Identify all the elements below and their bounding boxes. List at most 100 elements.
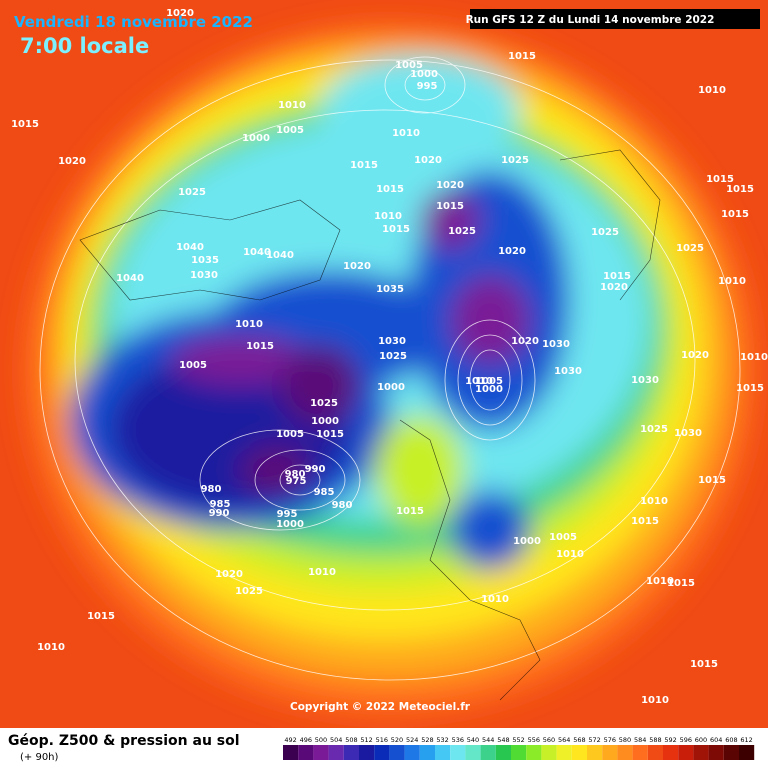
isobar-label: 985	[210, 499, 231, 510]
isobar-label: 1015	[396, 506, 424, 517]
isobar-label: 1025	[591, 227, 619, 238]
isobar-label: 1015	[382, 224, 410, 235]
isobar-label: 1010	[465, 376, 493, 387]
colorbar-cell	[708, 745, 724, 760]
colorbar-cell	[526, 745, 542, 760]
isobar-label: 1020	[166, 8, 194, 19]
isobar-label: 1015	[436, 201, 464, 212]
isobar-label: 995	[277, 509, 298, 520]
isobar-label: 980	[332, 500, 353, 511]
colorbar-label: 584	[634, 736, 646, 744]
isobar-label: 1010	[308, 567, 336, 578]
isobar-label: 1025	[235, 586, 263, 597]
colorbar-cell	[465, 745, 481, 760]
isobar-label: 1010	[556, 549, 584, 560]
isobar-label: 1000	[311, 416, 339, 427]
isobar-label: 990	[209, 508, 230, 519]
isobar-label: 980	[285, 469, 306, 480]
isobar-label: 1000	[513, 536, 541, 547]
colorbar-cell	[298, 745, 314, 760]
isobar-label: 1010	[698, 85, 726, 96]
colorbar-cell	[617, 745, 633, 760]
isobar-label: 1030	[378, 336, 406, 347]
isobar-label: 1015	[87, 611, 115, 622]
colorbar-cell	[389, 745, 405, 760]
colorbar-label: 556	[528, 736, 540, 744]
colorbar-cell	[678, 745, 694, 760]
colorbar-label: 552	[512, 736, 524, 744]
isobar-label: 1030	[674, 428, 702, 439]
isobar-labels: 1020101510201025104010351030104010401040…	[11, 8, 768, 706]
colorbar-cell	[435, 745, 451, 760]
isobar-label: 1005	[276, 429, 304, 440]
colorbar-cell	[602, 745, 618, 760]
isobar-label: 1025	[310, 398, 338, 409]
isobar-label: 1010	[718, 276, 746, 287]
isobar-label: 1040	[266, 250, 294, 261]
colorbar-label: 560	[543, 736, 555, 744]
colorbar-cell	[419, 745, 435, 760]
isobar-label: 1020	[511, 336, 539, 347]
colorbar-cell	[739, 745, 755, 760]
isobar-label: 1025	[676, 243, 704, 254]
run-box	[470, 9, 760, 29]
isobar-label: 1010	[481, 594, 509, 605]
colorbar-cell	[495, 745, 511, 760]
isobar-label: 1025	[501, 155, 529, 166]
date: Vendredi 18 novembre 2022	[14, 13, 253, 31]
isobar-label: 1015	[690, 659, 718, 670]
colorbar-label: 572	[588, 736, 600, 744]
isobar-label: 1015	[508, 51, 536, 62]
isobar-label: 1010	[641, 695, 669, 706]
colorbar-label: 496	[300, 736, 312, 744]
colorbar-label: 608	[725, 736, 737, 744]
colorbar-cell	[343, 745, 359, 760]
colorbar-label: 588	[649, 736, 661, 744]
isobar-label: 1005	[549, 532, 577, 543]
colorbar-label: 516	[376, 736, 388, 744]
colorbar-label: 592	[664, 736, 676, 744]
isobar-label: 1000	[276, 519, 304, 530]
colorbar-label: 540	[467, 736, 479, 744]
colorbar-label: 596	[680, 736, 692, 744]
isobar-label: 1020	[343, 261, 371, 272]
colorbar-cell	[359, 745, 375, 760]
isobar-label: 1015	[721, 209, 749, 220]
colorbar-label: 544	[482, 736, 494, 744]
colorbar-cell	[647, 745, 663, 760]
isobar-label: 1015	[698, 475, 726, 486]
isobar-label: 1015	[603, 271, 631, 282]
isobar-label: 985	[314, 487, 335, 498]
isobar-label: 1030	[554, 366, 582, 377]
colorbar-label: 548	[497, 736, 509, 744]
run: Run GFS 12 Z du Lundi 14 novembre 2022	[466, 14, 715, 26]
copyright: Copyright © 2022 Meteociel.fr	[290, 701, 471, 713]
isobar-label: 1035	[376, 284, 404, 295]
isobar-label: 1025	[640, 424, 668, 435]
isobar-label: 1010	[740, 352, 768, 363]
isobar-label: 1040	[176, 242, 204, 253]
isobar-label: 1010	[646, 576, 674, 587]
isobar-label: 1015	[11, 119, 39, 130]
isobar-label: 1010	[392, 128, 420, 139]
isobar-label: 1040	[116, 273, 144, 284]
isobar-label: 1015	[631, 516, 659, 527]
isobar-label: 1015	[316, 429, 344, 440]
colorbar-cell	[663, 745, 679, 760]
isobar-label: 1000	[242, 133, 270, 144]
isobar-label: 1000	[475, 384, 503, 395]
isobar-label: 1010	[235, 319, 263, 330]
isobar-label: 1010	[37, 642, 65, 653]
isobar-label: 1020	[414, 155, 442, 166]
isobar-label: 1005	[395, 60, 423, 71]
colorbar-cell	[693, 745, 709, 760]
colorbar-label: 508	[345, 736, 357, 744]
isobar-label: 1035	[191, 255, 219, 266]
isobar-label: 1020	[681, 350, 709, 361]
colorbar-label: 604	[710, 736, 722, 744]
isobar-label: 1005	[276, 125, 304, 136]
colorbar-label: 524	[406, 736, 418, 744]
lead-time: (+ 90h)	[20, 752, 59, 763]
